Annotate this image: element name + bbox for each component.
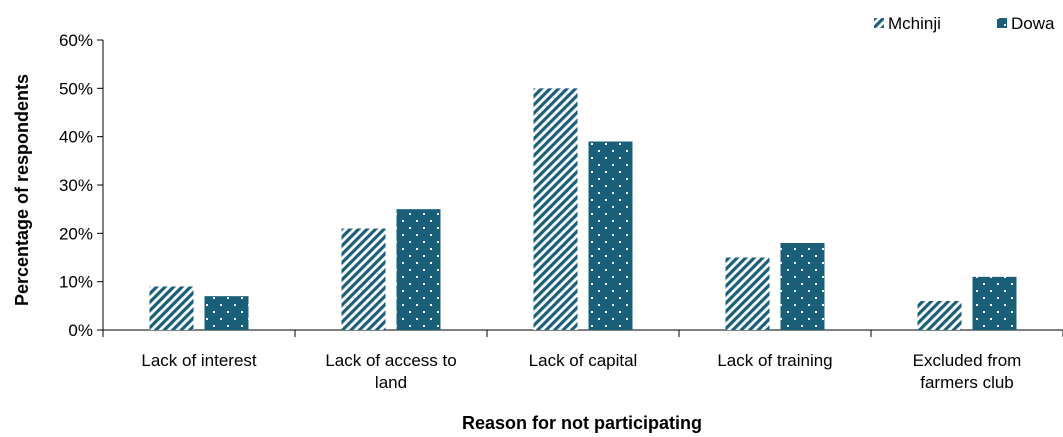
- y-axis: 0% 10% 20% 30% 40% 50% 60%: [59, 31, 104, 340]
- bar-mchinji: [917, 301, 962, 330]
- y-tick-label: 0%: [68, 321, 93, 340]
- bars: [149, 88, 1017, 330]
- bar-mchinji: [725, 257, 770, 330]
- x-category-label-line: Lack of capital: [529, 351, 638, 370]
- y-tick-label: 40%: [59, 128, 93, 147]
- bar-dowa: [972, 276, 1017, 330]
- y-tick-label: 60%: [59, 31, 93, 50]
- x-category-label-line: Lack of access to: [325, 351, 456, 370]
- legend-label-mchinji: Mchinji: [888, 14, 941, 33]
- legend-swatch-dowa: [997, 18, 1007, 28]
- x-category-label-line: land: [375, 373, 407, 392]
- legend-label-dowa: Dowa: [1011, 14, 1055, 33]
- category-labels: Lack of interest Lack of access to landLac…: [141, 351, 1021, 392]
- bar-mchinji: [149, 286, 194, 330]
- bar-dowa: [396, 209, 441, 330]
- x-category-label-line: Lack of interest: [141, 351, 257, 370]
- x-axis-title: Reason for not participating: [462, 413, 702, 433]
- y-axis-title: Percentage of respondents: [12, 74, 32, 306]
- x-category-label: Lack of capital: [529, 351, 638, 370]
- x-category-label: Lack of access to land: [325, 351, 456, 392]
- bar-dowa: [780, 243, 825, 330]
- y-tick-label: 30%: [59, 176, 93, 195]
- legend-item-dowa: Dowa: [997, 14, 1055, 33]
- x-category-label-line: Excluded from: [913, 351, 1022, 370]
- bar-dowa: [204, 296, 249, 330]
- x-category-label: Lack of training: [717, 351, 832, 370]
- legend: Mchinji Dowa: [874, 14, 1055, 33]
- x-category-label: Excluded from farmers club: [913, 351, 1022, 392]
- bar-mchinji: [533, 88, 578, 330]
- bar-mchinji: [341, 228, 386, 330]
- y-tick-label: 10%: [59, 273, 93, 292]
- y-tick-label: 20%: [59, 224, 93, 243]
- x-category-label-line: farmers club: [920, 373, 1014, 392]
- x-category-label-line: Lack of training: [717, 351, 832, 370]
- x-category-label: Lack of interest: [141, 351, 257, 370]
- legend-item-mchinji: Mchinji: [874, 14, 941, 33]
- y-tick-label: 50%: [59, 79, 93, 98]
- bar-dowa: [588, 141, 633, 330]
- x-axis: [102, 329, 1063, 337]
- legend-swatch-mchinji: [874, 18, 884, 28]
